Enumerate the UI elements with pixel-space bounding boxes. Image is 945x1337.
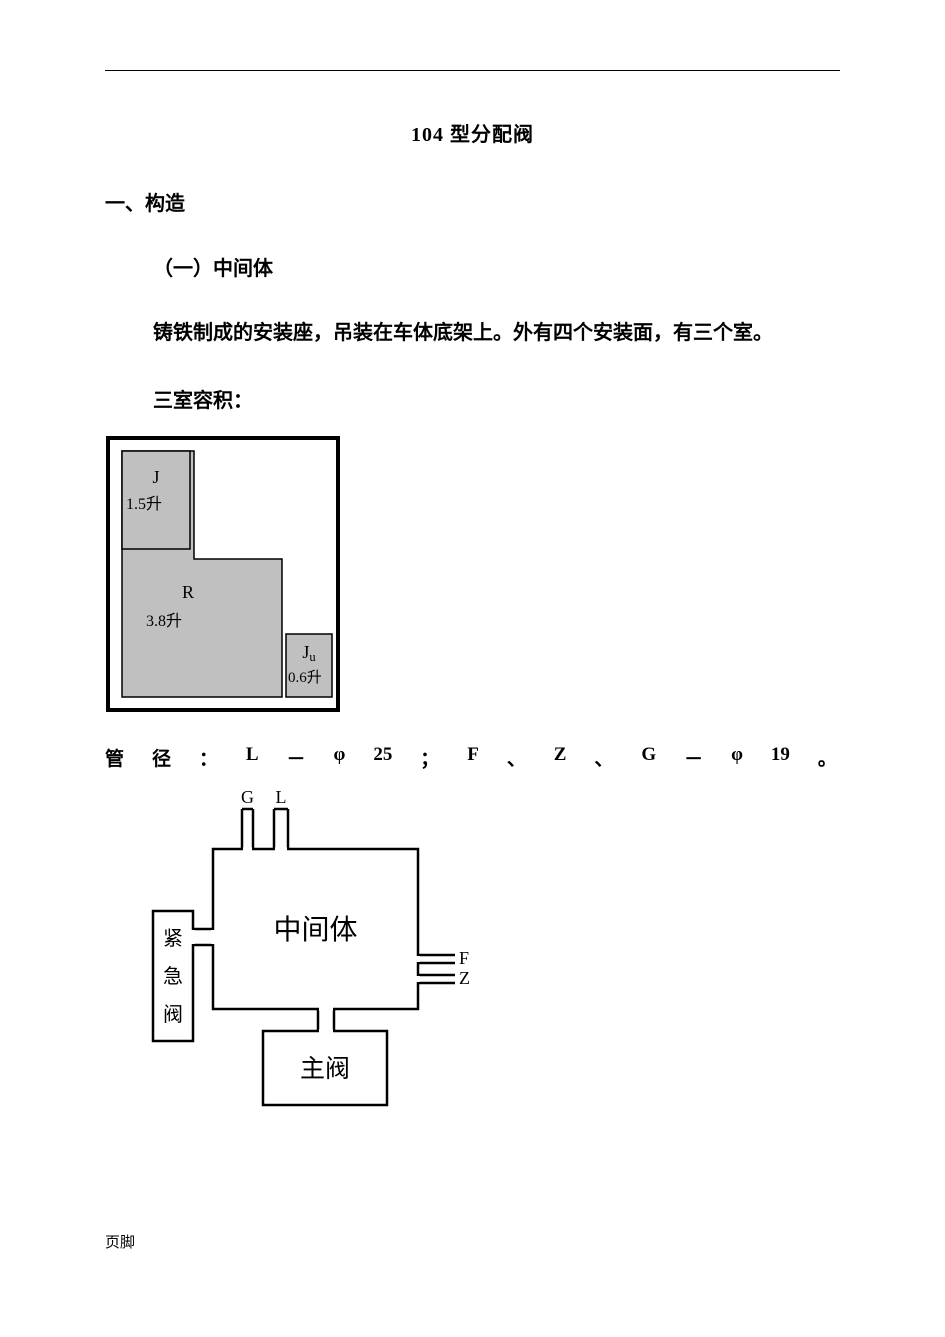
- pipe-token: Z: [554, 744, 567, 771]
- svg-text:阀: 阀: [163, 1003, 183, 1026]
- svg-text:中间体: 中间体: [273, 914, 357, 946]
- pipe-token: φ: [334, 744, 346, 771]
- svg-text:1.5升: 1.5升: [126, 495, 162, 513]
- pipe-token: 管: [105, 744, 124, 771]
- svg-text:急: 急: [163, 965, 183, 988]
- svg-text:0.6升: 0.6升: [288, 669, 322, 686]
- svg-text:紧: 紧: [163, 927, 183, 950]
- pipe-token: 19: [771, 744, 790, 771]
- pipe-token: φ: [731, 744, 743, 771]
- svg-text:L: L: [276, 787, 287, 807]
- doc-title: 104 型分配阀: [105, 118, 840, 147]
- block-diagram-svg: 中间体 紧急阀主阀 G L FZ: [123, 779, 473, 1124]
- chamber-diagram-svg: J1.5升R3.8升Ju0.6升: [105, 435, 341, 713]
- svg-text:Z: Z: [459, 968, 470, 988]
- pipe-token: F: [467, 744, 479, 771]
- pipe-diameter-line: 管 径 ： L － φ 25 ； F 、 Z 、 G － φ 19 。: [105, 744, 837, 771]
- chamber-diagram: J1.5升R3.8升Ju0.6升: [105, 435, 840, 718]
- top-rule: [105, 70, 840, 71]
- page: 104 型分配阀 一、构造 （一）中间体 铸铁制成的安装座，吊装在车体底架上。外…: [0, 0, 945, 1337]
- section-heading: 一、构造: [105, 187, 840, 216]
- pipe-token: －: [287, 744, 306, 771]
- svg-text:G: G: [241, 787, 254, 807]
- svg-text:R: R: [182, 582, 194, 602]
- paragraph-1: 铸铁制成的安装座，吊装在车体底架上。外有四个安装面，有三个室。: [153, 317, 840, 349]
- pipe-token: ；: [420, 744, 439, 771]
- svg-text:3.8升: 3.8升: [146, 612, 182, 630]
- pipe-token: 、: [594, 744, 613, 771]
- pipe-token: G: [641, 744, 656, 771]
- pipe-token: 、: [507, 744, 526, 771]
- pipe-token: 。: [818, 744, 837, 771]
- pipe-token: 25: [373, 744, 392, 771]
- svg-text:J: J: [152, 467, 159, 487]
- pipe-token: ：: [199, 744, 218, 771]
- paragraph-2: 三室容积：: [153, 385, 840, 417]
- pipe-token: L: [246, 744, 259, 771]
- subsection-heading: （一）中间体: [153, 252, 840, 281]
- block-diagram: 中间体 紧急阀主阀 G L FZ: [123, 779, 840, 1129]
- svg-text:F: F: [459, 948, 469, 968]
- svg-text:主阀: 主阀: [300, 1055, 350, 1083]
- pipe-token: －: [684, 744, 703, 771]
- pipe-token: 径: [152, 744, 171, 771]
- page-footer: 页脚: [105, 1231, 135, 1252]
